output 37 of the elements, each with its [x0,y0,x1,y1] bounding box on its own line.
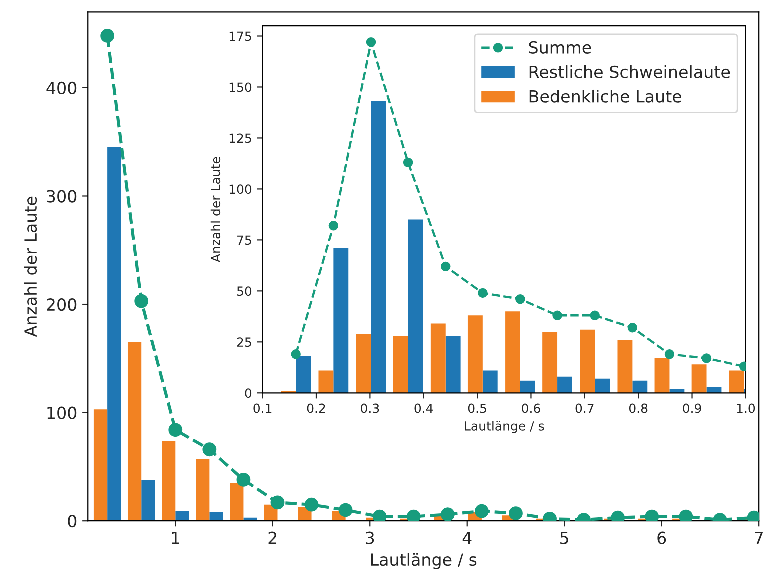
x-axis-title: Lautlänge / s [465,421,544,434]
y-tick-label: 100 [230,184,252,194]
x-tick-label: 1 [172,532,180,544]
y-tick-label: 75 [238,236,252,246]
x-tick-label: 0.5 [468,404,486,414]
y-tick-label: 150 [230,82,252,92]
x-tick-label: 3 [366,532,374,544]
y-axis-title: Anzahl der Laute [24,196,38,338]
y-tick-label: 25 [237,338,252,348]
y-tick-label: 50 [237,286,252,296]
x-tick-label: 0.2 [307,404,326,414]
x-tick-label: 7 [755,532,763,544]
legend-label: Summe [529,41,592,54]
x-tick-label: 0.7 [576,404,594,414]
y-tick-label: 200 [47,298,77,312]
x-tick-label: 1.0 [737,404,756,414]
x-tick-label: 0.8 [629,404,648,414]
y-tick-label: 0 [68,515,77,528]
x-tick-label: 2 [268,532,277,544]
x-tick-label: 6 [658,532,666,544]
x-tick-label: 0.6 [522,404,540,414]
y-tick-label: 0 [245,388,252,398]
x-tick-label: 0.9 [683,404,702,414]
y-tick-label: 175 [230,32,252,42]
x-axis-title: Lautlänge / s [371,553,477,570]
y-tick-label: 100 [48,406,77,420]
x-tick-label: 5 [560,532,568,544]
legend-label: Bedenkliche Laute [530,90,682,103]
x-tick-label: 0.4 [414,404,434,414]
y-tick-label: 125 [230,134,252,144]
y-tick-label: 400 [46,82,77,95]
legend-label: Restliche Schweinelaute [530,66,730,78]
x-tick-label: 0.1 [254,404,272,414]
y-axis-title: Anzahl der Laute [210,157,221,262]
x-tick-label: 4 [462,532,472,544]
y-tick-label: 300 [47,190,77,203]
x-tick-label: 0.3 [361,404,380,414]
